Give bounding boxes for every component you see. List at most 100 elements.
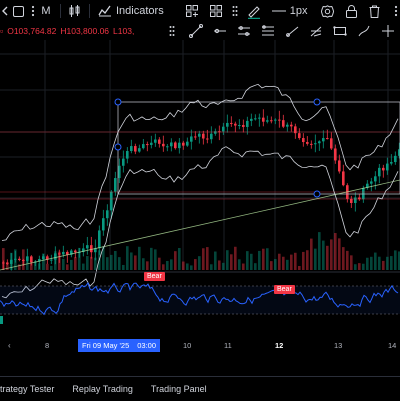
volume-bar [186,263,189,270]
brush-icon[interactable] [356,24,372,38]
candle-body [274,119,277,121]
envelope-lower [1,146,399,299]
crosshair-time-label: Fri 09 May '25 03:00 [78,339,160,352]
more-icon[interactable] [26,5,40,17]
candle-body [254,118,257,120]
candle-body [10,259,13,264]
chevron-left-icon[interactable] [2,6,10,16]
square-icon[interactable] [10,5,26,17]
bar-style-icon[interactable] [69,4,81,18]
candle-body [186,141,189,146]
fib-retracement-icon[interactable] [260,24,276,38]
envelope-upper [1,83,399,241]
candlesticks [2,109,400,271]
indicators-button[interactable]: Indicators [98,5,164,17]
volume-bar [70,259,73,270]
volume-bar [326,245,329,270]
drag-handle-icon[interactable] [164,24,180,38]
candle-body [306,142,309,144]
time-tick: 13 [334,341,343,350]
volume-bar [142,258,145,270]
volume-bar [138,246,141,270]
ohlc-low: L103, [113,26,135,36]
volume-bar [150,247,153,270]
volume-bar [354,264,357,270]
volume-bar [350,255,353,270]
crosshair-time: 03:00 [137,341,157,350]
grid-icon[interactable] [209,5,222,17]
volume-bar [66,264,69,270]
candle-body [74,250,77,253]
volume-bar [18,264,21,270]
candle-body [262,117,265,122]
candle-body [170,142,173,147]
volume-bar [358,263,361,270]
volume-bar [362,263,365,270]
layout-icon[interactable] [185,5,198,17]
pitchfork-icon[interactable] [308,24,324,38]
candle-body [66,251,69,255]
drag-handle-icon[interactable] [232,5,238,17]
volume-bar [270,261,273,270]
volume-bar [266,248,269,270]
anchor-handle [114,98,122,106]
volume-bar [90,256,93,270]
volume-bar [102,246,105,270]
volume-bar [106,257,109,270]
candle-body [370,181,373,184]
candle-body [58,253,61,255]
ohlc-open: O103,764.82 [7,26,57,36]
drawing-overlays[interactable] [0,83,400,299]
horizontal-ray-icon[interactable] [212,24,228,38]
settings-icon[interactable] [321,4,335,18]
candle-body [26,256,29,261]
time-axis[interactable]: ‹ 8 Fri 09 May '25 03:00 10 11 12 13 14 [0,338,400,354]
pencil-icon[interactable] [246,3,262,19]
volume-bar [162,264,165,270]
candle-body [138,148,141,152]
volume-bar [158,257,161,270]
trend-line-icon[interactable] [188,24,204,38]
candle-body [150,142,153,145]
volume-bar [394,250,397,270]
tab-replay-trading[interactable]: Replay Trading [72,384,133,394]
volume-bar [114,250,117,270]
candle-body [50,259,53,261]
price-chart[interactable] [0,40,400,338]
tab-strategy-tester[interactable]: trategy Tester [0,384,55,394]
gann-box-icon[interactable] [332,24,348,38]
volume-bar [398,251,400,270]
volume-bar [242,263,245,270]
candle-body [62,251,65,255]
interval-button[interactable]: M [41,5,51,17]
more-options-icon[interactable] [394,5,398,17]
candle-body [102,218,105,231]
candle-body [278,119,281,121]
line-width-selector[interactable]: 1px [271,5,307,17]
candle-body [86,245,89,249]
candle-body [106,210,109,219]
candle-body [38,259,41,262]
candle-body [374,176,377,182]
candle-body [194,136,197,138]
volume-bar [262,248,265,270]
trash-icon[interactable] [369,5,380,18]
ray-icon[interactable] [284,24,300,38]
volume-bar [210,264,213,270]
candle-body [18,258,21,260]
volume-bar [366,257,369,270]
volume-bar [82,263,85,270]
rsi-pane [0,271,400,324]
tab-trading-panel[interactable]: Trading Panel [150,384,207,394]
candle-body [314,143,317,145]
volume-bar [166,260,169,270]
volume-bar [218,260,221,270]
parallel-channel-icon[interactable] [236,24,252,38]
crosshair-icon[interactable] [380,24,396,38]
candle-body [178,142,181,149]
candle-body [146,144,149,146]
candle-body [234,123,237,126]
lock-icon[interactable] [346,4,358,18]
candle-body [230,122,233,124]
candle-body [206,138,209,140]
